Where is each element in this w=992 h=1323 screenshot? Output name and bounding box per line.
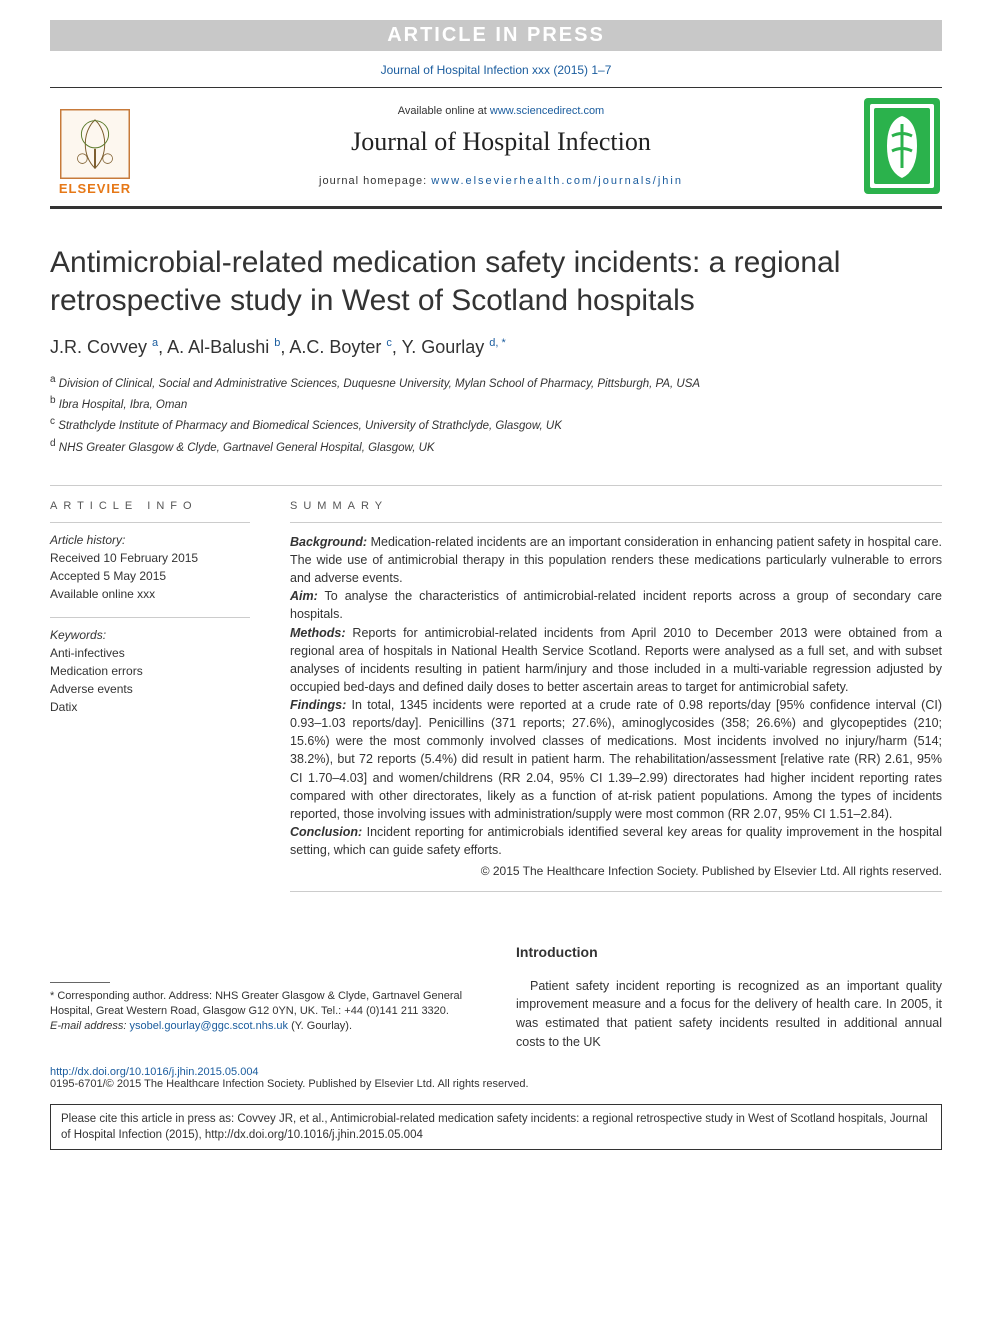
article-info-column: ARTICLE INFO Article history: Received 1… [50, 486, 250, 892]
article-history-block: Article history: Received 10 February 20… [50, 522, 250, 617]
email-suffix: (Y. Gourlay). [288, 1020, 352, 1032]
keyword-line: Datix [50, 698, 250, 716]
summary-header: SUMMARY [290, 486, 942, 522]
doi-link[interactable]: http://dx.doi.org/10.1016/j.jhin.2015.05… [50, 1066, 259, 1078]
info-summary-row: ARTICLE INFO Article history: Received 1… [50, 485, 942, 892]
affiliations: a Division of Clinical, Social and Admin… [50, 372, 942, 457]
available-online-prefix: Available online at [398, 105, 490, 117]
summary-section: Conclusion: Incident reporting for antim… [290, 825, 942, 857]
summary-section: Findings: In total, 1345 incidents were … [290, 698, 942, 821]
corresponding-author-footnote: * Corresponding author. Address: NHS Gre… [50, 989, 476, 1035]
history-line: Available online xxx [50, 585, 250, 603]
article-info-header: ARTICLE INFO [50, 486, 250, 522]
journal-homepage: journal homepage: www.elsevierhealth.com… [160, 175, 842, 187]
journal-header: ELSEVIER Available online at www.science… [50, 87, 942, 209]
summary-copyright: © 2015 The Healthcare Infection Society.… [290, 863, 942, 880]
journal-name: Journal of Hospital Infection [160, 127, 842, 157]
authors-line: J.R. Covvey a, A. Al-Balushi b, A.C. Boy… [50, 337, 942, 358]
history-line: Accepted 5 May 2015 [50, 567, 250, 585]
elsevier-logo: ELSEVIER [50, 96, 140, 196]
issn-copyright: 0195-6701/© 2015 The Healthcare Infectio… [50, 1078, 942, 1090]
keywords-block: Keywords: Anti-infectivesMedication erro… [50, 617, 250, 730]
summary-section: Aim: To analyse the characteristics of a… [290, 589, 942, 621]
sciencedirect-link[interactable]: www.sciencedirect.com [490, 105, 604, 117]
jhi-logo [862, 96, 942, 196]
corresponding-text: * Corresponding author. Address: NHS Gre… [50, 989, 476, 1020]
history-line: Received 10 February 2015 [50, 549, 250, 567]
jhi-logo-icon [862, 96, 942, 196]
header-center: Available online at www.sciencedirect.co… [160, 105, 842, 187]
summary-column: SUMMARY Background: Medication-related i… [290, 486, 942, 892]
email-label: E-mail address: [50, 1020, 129, 1032]
introduction-heading: Introduction [516, 942, 942, 963]
history-label: Article history: [50, 531, 250, 549]
introduction-para: Patient safety incident reporting is rec… [516, 977, 942, 1052]
left-column: * Corresponding author. Address: NHS Gre… [50, 942, 476, 1052]
affiliation-line: d NHS Greater Glasgow & Clyde, Gartnavel… [50, 436, 942, 457]
doi-block: http://dx.doi.org/10.1016/j.jhin.2015.05… [50, 1066, 942, 1090]
top-citation: Journal of Hospital Infection xxx (2015)… [50, 63, 942, 77]
article-in-press-banner: ARTICLE IN PRESS [50, 20, 942, 51]
summary-body: Background: Medication-related incidents… [290, 522, 942, 892]
keyword-line: Adverse events [50, 680, 250, 698]
elsevier-tree-icon [60, 109, 130, 179]
right-column: Introduction Patient safety incident rep… [516, 942, 942, 1052]
elsevier-wordmark: ELSEVIER [59, 181, 131, 196]
keyword-line: Medication errors [50, 662, 250, 680]
keywords-label: Keywords: [50, 626, 250, 644]
corresponding-email-line: E-mail address: ysobel.gourlay@ggc.scot.… [50, 1019, 476, 1034]
affiliation-line: c Strathclyde Institute of Pharmacy and … [50, 414, 942, 435]
email-link[interactable]: ysobel.gourlay@ggc.scot.nhs.uk [129, 1020, 288, 1032]
summary-section: Methods: Reports for antimicrobial-relat… [290, 626, 942, 694]
available-online: Available online at www.sciencedirect.co… [160, 105, 842, 117]
affiliation-line: b Ibra Hospital, Ibra, Oman [50, 393, 942, 414]
body-columns: * Corresponding author. Address: NHS Gre… [50, 942, 942, 1052]
cite-this-article-box: Please cite this article in press as: Co… [50, 1104, 942, 1150]
homepage-label: journal homepage: [319, 175, 431, 187]
footnote-separator [50, 982, 110, 983]
keyword-line: Anti-infectives [50, 644, 250, 662]
article-title: Antimicrobial-related medication safety … [50, 244, 942, 319]
summary-section: Background: Medication-related incidents… [290, 535, 942, 585]
affiliation-line: a Division of Clinical, Social and Admin… [50, 372, 942, 393]
homepage-link[interactable]: www.elsevierhealth.com/journals/jhin [431, 175, 683, 187]
